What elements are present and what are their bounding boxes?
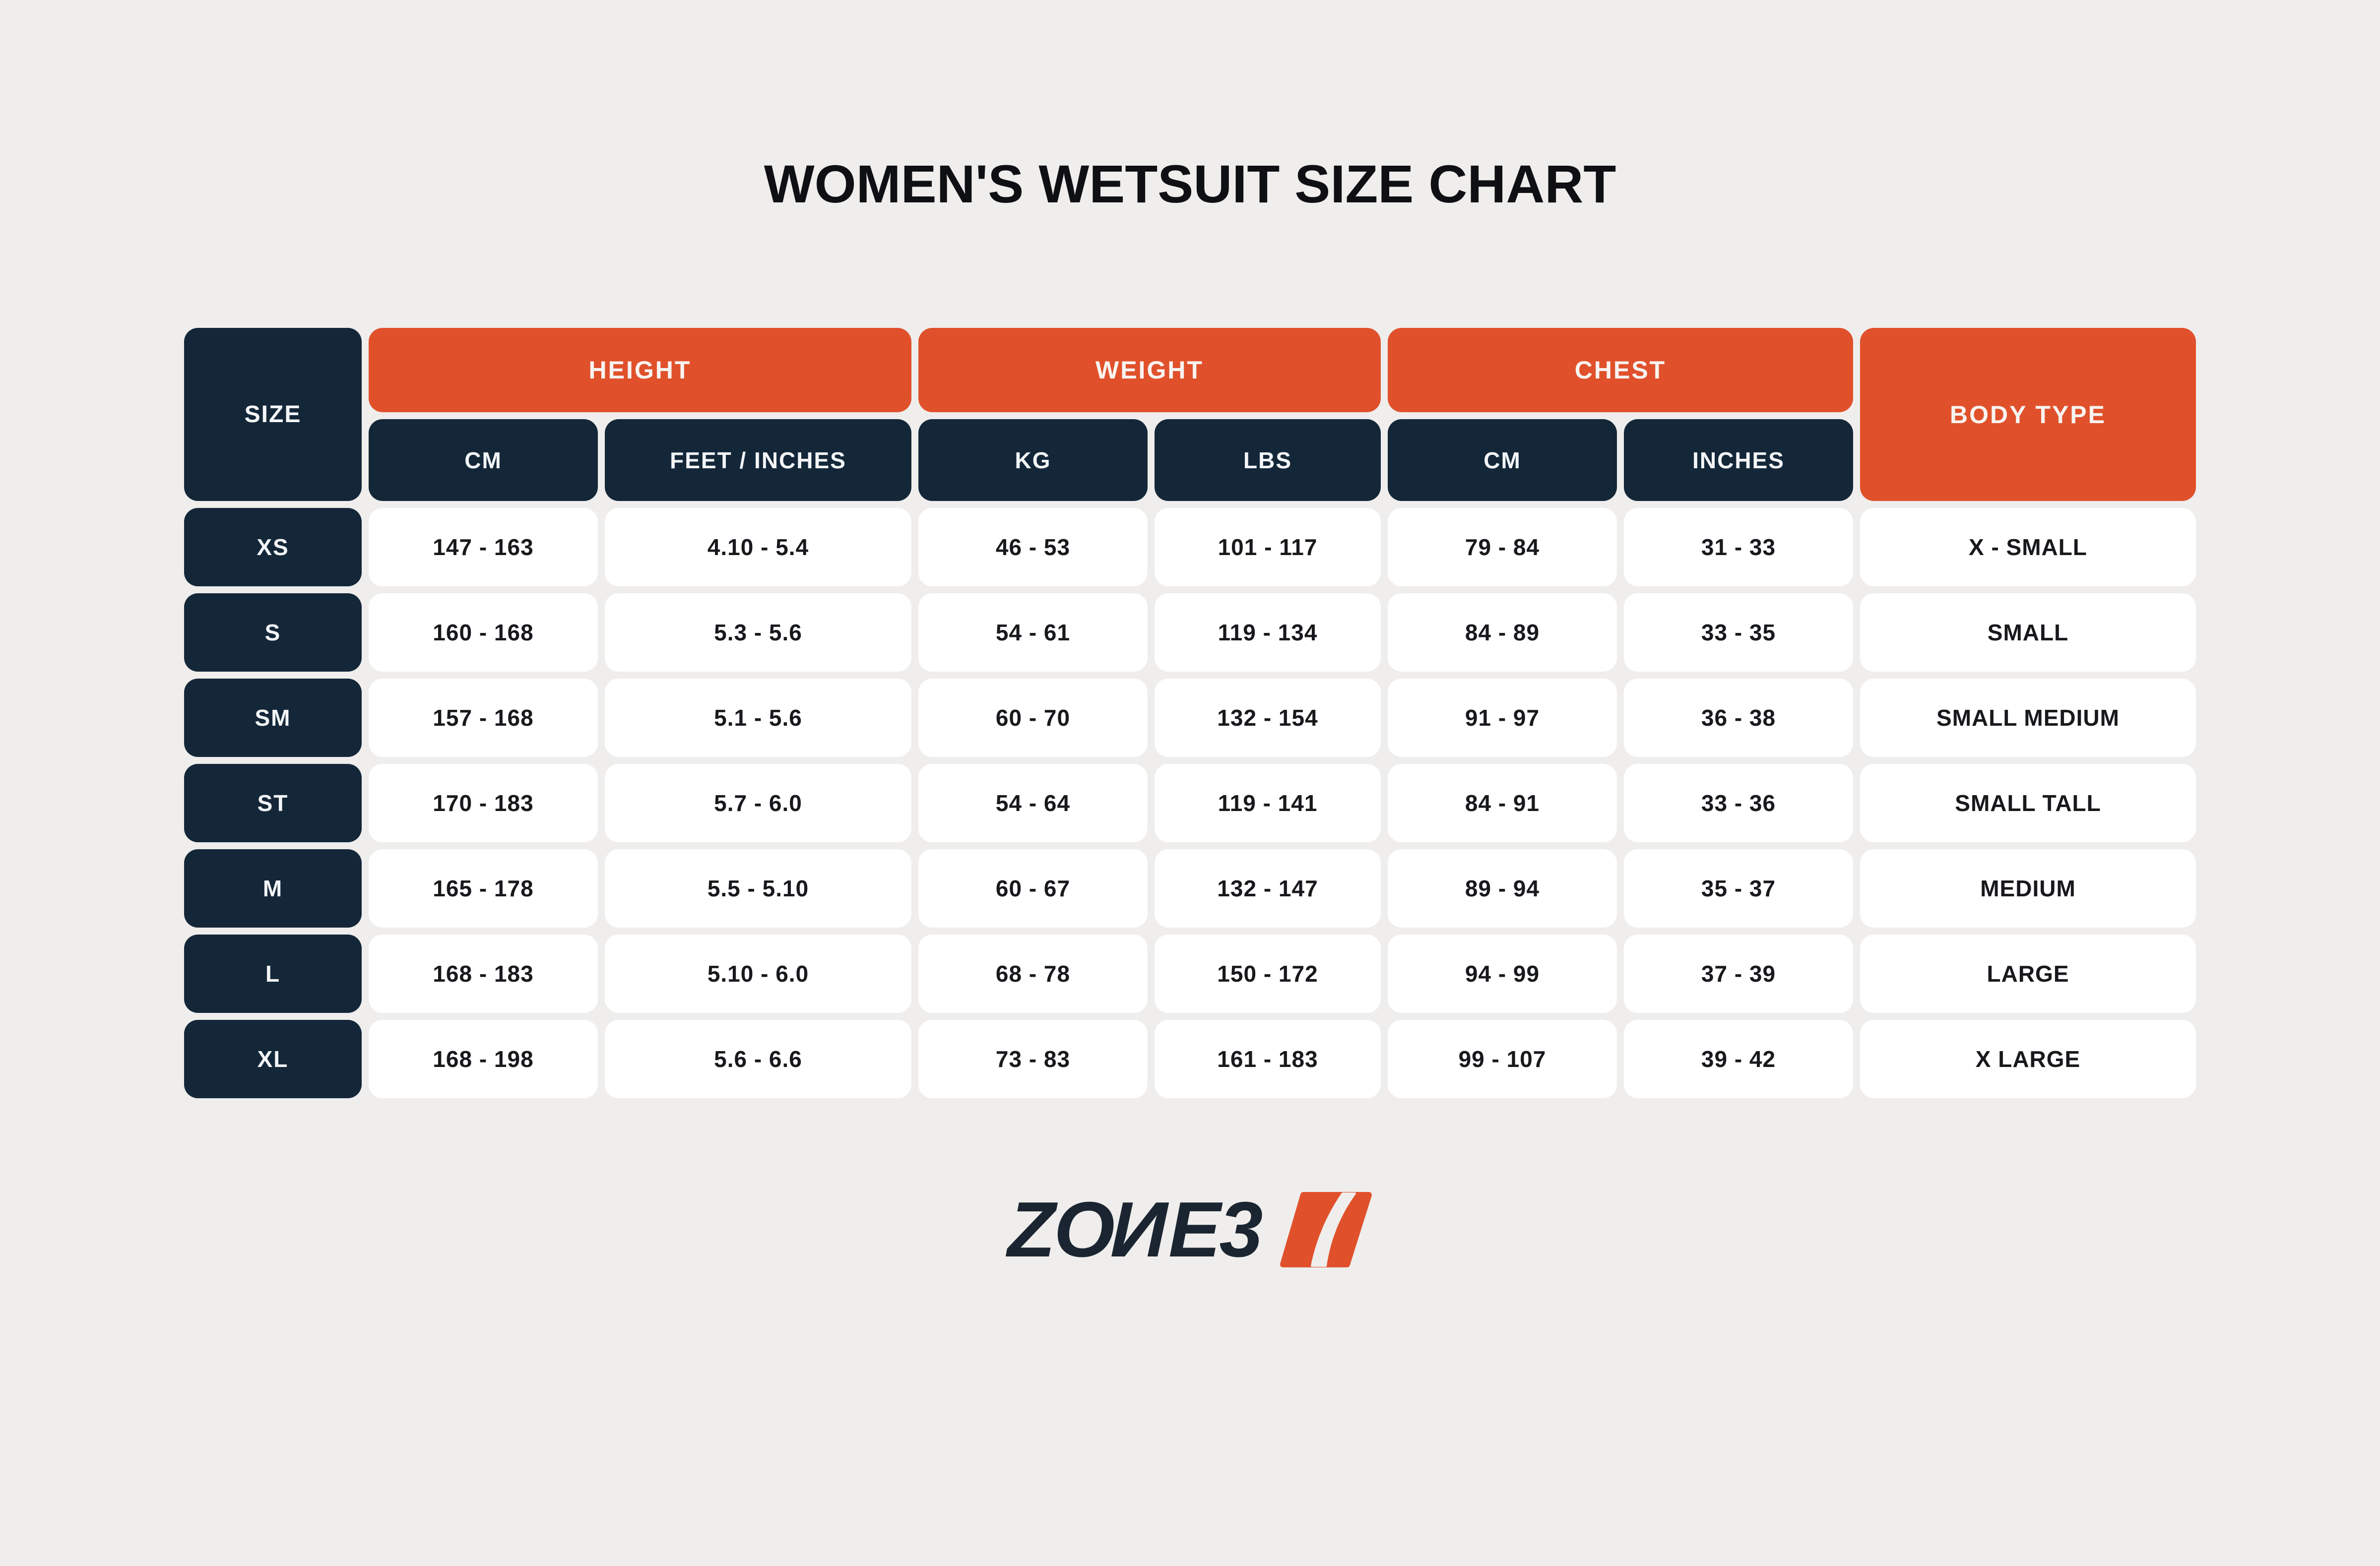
cell-weight-lbs: 119 - 141 — [1155, 764, 1381, 842]
brand-logo: ZONE3 — [0, 1186, 2380, 1273]
cell-weight-lbs: 150 - 172 — [1155, 935, 1381, 1013]
cell-height-feet-inches: 5.3 - 5.6 — [605, 593, 911, 672]
cell-weight-lbs: 132 - 154 — [1155, 679, 1381, 757]
cell-weight-kg: 60 - 67 — [918, 849, 1148, 928]
page: WOMEN'S WETSUIT SIZE CHART SIZE HEIGHT W… — [0, 153, 2380, 1566]
subcolumn-header-chest-cm: CM — [1388, 419, 1617, 501]
cell-chest-cm: 89 - 94 — [1388, 849, 1617, 928]
row-header-size: XL — [184, 1020, 362, 1098]
cell-weight-kg: 60 - 70 — [918, 679, 1148, 757]
cell-chest-inches: 36 - 38 — [1624, 679, 1853, 757]
size-chart-table: SIZE HEIGHT WEIGHT CHEST BODY TYPE CM FE… — [184, 328, 2196, 1098]
cell-height-cm: 168 - 183 — [369, 935, 598, 1013]
cell-height-feet-inches: 5.7 - 6.0 — [605, 764, 911, 842]
brand-logo-reversed-n: N — [1104, 1186, 1178, 1273]
cell-body-type: SMALL TALL — [1860, 764, 2196, 842]
cell-height-feet-inches: 5.10 - 6.0 — [605, 935, 911, 1013]
subcolumn-header-weight-kg: KG — [918, 419, 1148, 501]
cell-body-type: LARGE — [1860, 935, 2196, 1013]
cell-weight-kg: 54 - 61 — [918, 593, 1148, 672]
cell-body-type: X - SMALL — [1860, 508, 2196, 586]
row-header-size: M — [184, 849, 362, 928]
row-header-size: XS — [184, 508, 362, 586]
brand-logo-text-pre: ZO — [1007, 1186, 1115, 1273]
cell-chest-inches: 33 - 35 — [1624, 593, 1853, 672]
row-header-size: SM — [184, 679, 362, 757]
cell-chest-inches: 31 - 33 — [1624, 508, 1853, 586]
cell-body-type: SMALL — [1860, 593, 2196, 672]
subcolumn-header-height-feet-inches: FEET / INCHES — [605, 419, 911, 501]
cell-height-feet-inches: 5.6 - 6.6 — [605, 1020, 911, 1098]
cell-weight-lbs: 119 - 134 — [1155, 593, 1381, 672]
column-header-body-type: BODY TYPE — [1860, 328, 2196, 501]
column-group-header-height: HEIGHT — [369, 328, 911, 412]
brand-logo-text: ZONE3 — [1008, 1186, 1263, 1273]
cell-weight-lbs: 161 - 183 — [1155, 1020, 1381, 1098]
column-group-header-weight: WEIGHT — [918, 328, 1381, 412]
row-header-size: S — [184, 593, 362, 672]
cell-height-feet-inches: 4.10 - 5.4 — [605, 508, 911, 586]
cell-chest-cm: 99 - 107 — [1388, 1020, 1617, 1098]
cell-weight-kg: 46 - 53 — [918, 508, 1148, 586]
row-header-size: L — [184, 935, 362, 1013]
cell-height-feet-inches: 5.5 - 5.10 — [605, 849, 911, 928]
cell-height-cm: 147 - 163 — [369, 508, 598, 586]
cell-body-type: SMALL MEDIUM — [1860, 679, 2196, 757]
cell-chest-cm: 84 - 91 — [1388, 764, 1617, 842]
cell-height-cm: 165 - 178 — [369, 849, 598, 928]
cell-chest-inches: 35 - 37 — [1624, 849, 1853, 928]
cell-height-cm: 160 - 168 — [369, 593, 598, 672]
cell-chest-cm: 79 - 84 — [1388, 508, 1617, 586]
cell-body-type: MEDIUM — [1860, 849, 2196, 928]
subcolumn-header-height-cm: CM — [369, 419, 598, 501]
cell-body-type: X LARGE — [1860, 1020, 2196, 1098]
cell-weight-kg: 73 - 83 — [918, 1020, 1148, 1098]
column-group-header-chest: CHEST — [1388, 328, 1853, 412]
cell-chest-inches: 33 - 36 — [1624, 764, 1853, 842]
cell-height-cm: 157 - 168 — [369, 679, 598, 757]
cell-weight-kg: 68 - 78 — [918, 935, 1148, 1013]
cell-chest-inches: 37 - 39 — [1624, 935, 1853, 1013]
brand-logo-text-post: E3 — [1168, 1186, 1263, 1273]
cell-chest-cm: 91 - 97 — [1388, 679, 1617, 757]
row-header-size: ST — [184, 764, 362, 842]
cell-weight-lbs: 101 - 117 — [1155, 508, 1381, 586]
cell-weight-lbs: 132 - 147 — [1155, 849, 1381, 928]
subcolumn-header-weight-lbs: LBS — [1155, 419, 1381, 501]
column-header-size: SIZE — [184, 328, 362, 501]
cell-chest-cm: 94 - 99 — [1388, 935, 1617, 1013]
cell-chest-inches: 39 - 42 — [1624, 1020, 1853, 1098]
chart-title: WOMEN'S WETSUIT SIZE CHART — [764, 154, 1616, 214]
subcolumn-header-chest-inches: INCHES — [1624, 419, 1853, 501]
cell-height-feet-inches: 5.1 - 5.6 — [605, 679, 911, 757]
cell-height-cm: 168 - 198 — [369, 1020, 598, 1098]
cell-chest-cm: 84 - 89 — [1388, 593, 1617, 672]
cell-height-cm: 170 - 183 — [369, 764, 598, 842]
zone3-swoosh-icon — [1280, 1192, 1372, 1267]
cell-weight-kg: 54 - 64 — [918, 764, 1148, 842]
